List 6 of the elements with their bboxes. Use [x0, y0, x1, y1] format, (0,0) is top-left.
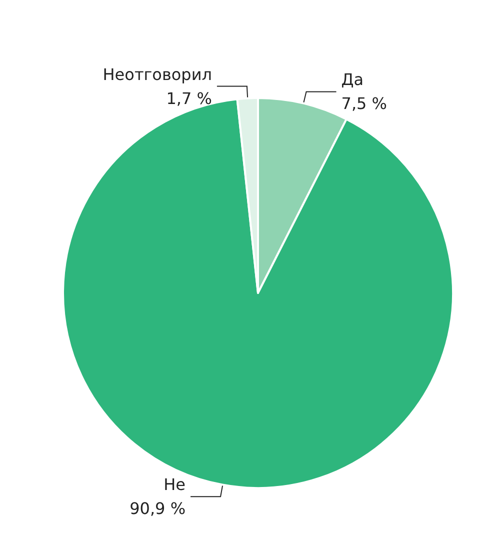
slice-label: Да: [341, 70, 364, 90]
slice-label: Не: [164, 475, 186, 494]
data-label: 7,5 %: [341, 94, 388, 114]
data-label: 90,9 %: [130, 499, 186, 518]
data-label: 1,7 %: [166, 88, 212, 108]
slice-label: Неотговорил: [102, 64, 212, 84]
